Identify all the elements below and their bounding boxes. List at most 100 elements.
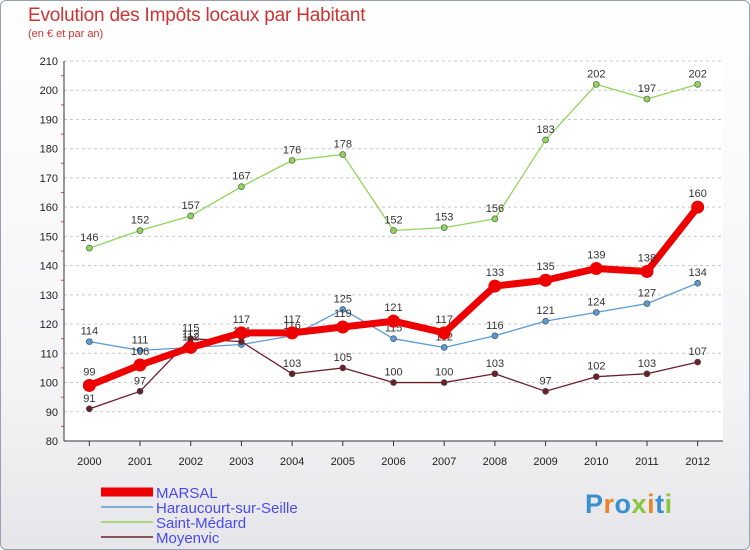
series-3-label-11: 138 — [638, 252, 656, 264]
series-1-label-1: 152 — [131, 215, 149, 227]
y-tick-label-7: 150 — [40, 231, 58, 243]
series-2-point-7 — [440, 379, 448, 386]
series-1-point-4 — [288, 157, 296, 164]
logo-letter: i — [664, 489, 673, 519]
legend-label-0: MARSAL — [156, 485, 218, 502]
series-0-label-11: 127 — [638, 288, 656, 300]
x-tick-label-7: 2007 — [432, 456, 456, 468]
series-1-point-0 — [86, 244, 93, 252]
y-tick-label-5: 130 — [40, 290, 58, 302]
series-2-label-9: 97 — [539, 375, 551, 387]
series-1-label-10: 202 — [587, 68, 605, 80]
series-2-point-6 — [390, 379, 397, 386]
series-0-label-12: 134 — [688, 267, 706, 279]
x-tick-label-2: 2002 — [178, 456, 202, 468]
series-3-label-5: 119 — [334, 308, 352, 320]
series-0-point-12 — [694, 279, 701, 287]
y-tick-label-3: 110 — [40, 348, 58, 360]
series-2-point-5 — [339, 364, 347, 372]
y-tick-label-0: 80 — [46, 436, 58, 448]
series-1-point-5 — [339, 151, 347, 158]
series-1-label-0: 146 — [80, 232, 98, 244]
series-1-label-6: 152 — [384, 215, 402, 227]
series-3-label-2: 112 — [182, 328, 200, 340]
series-2-label-1: 97 — [134, 375, 146, 387]
logo-letter: o — [614, 489, 632, 519]
x-tick-label-3: 2003 — [229, 456, 253, 468]
series-1-label-7: 153 — [435, 212, 453, 224]
series-3-label-3: 117 — [233, 314, 251, 326]
x-tick-label-11: 2011 — [635, 456, 659, 468]
series-1-point-7 — [440, 224, 448, 231]
y-tick-label-11: 190 — [40, 114, 58, 126]
series-2-point-11 — [643, 370, 651, 378]
series-1-label-5: 178 — [334, 139, 352, 151]
x-tick-label-8: 2008 — [483, 456, 507, 468]
x-tick-label-1: 2001 — [128, 456, 152, 468]
series-0-point-1 — [136, 347, 144, 354]
series-3-point-6 — [387, 314, 400, 328]
series-2-point-8 — [491, 370, 499, 378]
series-2-point-9 — [542, 388, 549, 395]
series-3-point-2 — [184, 340, 198, 354]
x-tick-label-4: 2004 — [280, 456, 304, 468]
series-2-label-10: 102 — [587, 361, 605, 373]
series-2-point-12 — [694, 358, 701, 366]
series-3-point-9 — [539, 273, 553, 287]
series-0-point-0 — [86, 338, 93, 345]
series-0-point-8 — [491, 332, 499, 340]
proxiti-logo: Proxiti — [585, 489, 673, 520]
series-3-label-0: 99 — [83, 366, 95, 378]
logo-letter: r — [603, 489, 615, 519]
series-2-label-4: 103 — [283, 358, 301, 370]
series-0-point-10 — [592, 309, 600, 316]
chart-title: Evolution des Impôts locaux par Habitant — [28, 5, 366, 26]
y-tick-label-2: 100 — [40, 378, 58, 390]
series-1-label-3: 167 — [232, 171, 250, 183]
series-2-point-4 — [288, 370, 296, 378]
series-0-label-9: 121 — [536, 305, 554, 317]
series-2-point-3 — [238, 338, 245, 345]
series-3-point-12 — [691, 200, 705, 214]
series-0-point-6 — [390, 335, 397, 342]
series-2-label-7: 100 — [435, 367, 453, 379]
series-3-point-3 — [234, 326, 248, 340]
legend-label-1: Haraucourt-sur-Seille — [156, 500, 298, 517]
legend-label-2: Saint-Médard — [156, 515, 246, 532]
series-1-label-2: 157 — [182, 200, 200, 212]
series-3-point-7 — [437, 326, 451, 340]
series-2-label-0: 91 — [83, 393, 95, 405]
logo-letter: t — [655, 489, 665, 519]
series-1-point-1 — [136, 227, 144, 234]
series-1-label-8: 156 — [486, 203, 504, 215]
x-tick-label-9: 2009 — [533, 456, 557, 468]
series-3-point-5 — [336, 320, 350, 334]
series-0-label-0: 114 — [81, 326, 99, 338]
series-0-point-11 — [643, 300, 651, 307]
x-tick-label-0: 2000 — [77, 456, 101, 468]
series-2-label-2: 115 — [182, 323, 200, 335]
series-2-label-12: 107 — [688, 346, 706, 358]
y-tick-label-10: 180 — [40, 144, 58, 156]
y-tick-label-1: 90 — [46, 407, 58, 419]
series-3-point-11 — [640, 264, 654, 278]
series-2-point-0 — [86, 405, 93, 413]
series-3-label-4: 117 — [283, 314, 301, 326]
y-tick-label-13: 210 — [40, 56, 58, 68]
series-3-label-6: 121 — [384, 302, 402, 314]
chart-subtitle: (en € et par an) — [28, 28, 104, 40]
series-1-point-10 — [592, 81, 600, 88]
x-tick-label-5: 2005 — [331, 456, 355, 468]
y-tick-label-8: 160 — [40, 202, 58, 214]
x-tick-label-6: 2006 — [381, 456, 405, 468]
series-1-point-9 — [542, 136, 549, 144]
series-1-label-11: 197 — [638, 83, 656, 95]
y-tick-label-9: 170 — [40, 173, 58, 185]
y-tick-label-6: 140 — [40, 261, 58, 273]
series-3-point-4 — [285, 326, 299, 340]
series-0-label-10: 124 — [587, 296, 605, 308]
y-tick-label-4: 120 — [40, 319, 58, 331]
series-2-point-10 — [592, 373, 600, 380]
